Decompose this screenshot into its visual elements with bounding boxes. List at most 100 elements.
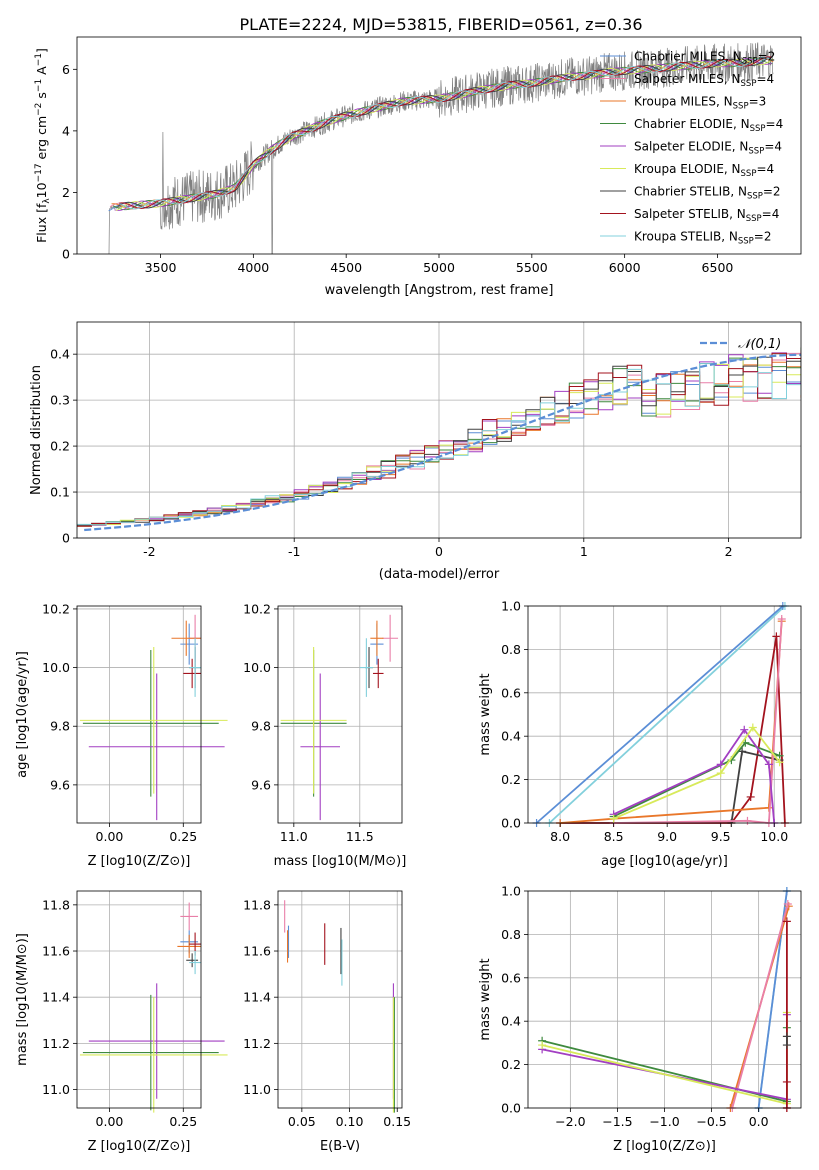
weight-marker bbox=[716, 769, 725, 778]
y-axis-label: mass weight bbox=[478, 958, 493, 1040]
y-tick-label: 2 bbox=[62, 185, 70, 200]
legend-label-count: =4 bbox=[756, 72, 774, 86]
legend-label-count: =4 bbox=[764, 140, 782, 154]
residual-histogram bbox=[77, 356, 801, 526]
x-tick-label: −2.0 bbox=[555, 1114, 585, 1129]
weight-marker bbox=[777, 615, 786, 624]
y-tick-label: 0.8 bbox=[501, 642, 521, 657]
y-axis-label: mass [log10(M/M⊙)] bbox=[15, 933, 30, 1066]
weight-vs-Z-panel: −2.0 −1.5 −1.0 −0.5 0.0 0.0 0.2 0.4 0.6 0.8 1.0 Z [… bbox=[478, 884, 802, 1154]
legend-label-sub: SSP bbox=[747, 192, 763, 202]
y-tick-label: 10.0 bbox=[243, 660, 271, 675]
legend-label: Chabrier STELIB, NSSP=2 bbox=[634, 185, 781, 202]
x-tick-label: 0.00 bbox=[96, 829, 124, 844]
legend-label-sub: SSP bbox=[741, 79, 757, 89]
y-tick-label: 0.4 bbox=[501, 729, 521, 744]
y-tick-label: 0 bbox=[62, 247, 70, 262]
legend-label-name: Chabrier ELODIE, N bbox=[634, 117, 750, 131]
legend-label-sub: SSP bbox=[748, 147, 764, 157]
y-tick-label: 11.2 bbox=[243, 1036, 271, 1051]
x-tick-label: 8.5 bbox=[604, 829, 624, 844]
weight-marker bbox=[740, 725, 749, 734]
x-tick-label: 1 bbox=[580, 544, 588, 559]
residual-histogram bbox=[77, 363, 801, 526]
legend-label: Chabrier MILES, NSSP=2 bbox=[634, 50, 775, 67]
x-axis-label: (data-model)/error bbox=[379, 567, 500, 582]
y-axis-label-sup: −1 bbox=[34, 79, 44, 92]
legend-label-count: =3 bbox=[749, 95, 767, 109]
y-tick-label: 0 bbox=[62, 531, 70, 546]
residual-histogram bbox=[77, 350, 801, 527]
x-tick-label: 4500 bbox=[330, 260, 362, 275]
legend-label: 𝒩(0,1) bbox=[738, 337, 781, 352]
weight-marker bbox=[782, 1032, 791, 1041]
y-tick-label: 11.8 bbox=[243, 897, 271, 912]
x-tick-label: 0.25 bbox=[169, 1114, 197, 1129]
residual-histogram bbox=[77, 347, 801, 526]
y-axis-label: Normed distribution bbox=[29, 365, 44, 495]
x-axis-label: Z [log10(Z/Z⊙)] bbox=[88, 854, 191, 869]
observed-spectrum bbox=[108, 42, 774, 254]
model-spectrum bbox=[120, 56, 774, 210]
weight-marker bbox=[748, 723, 757, 732]
legend-label-sub: SSP bbox=[741, 169, 757, 179]
y-axis-label-sup: −2 bbox=[34, 103, 44, 116]
gridlines bbox=[278, 891, 402, 1108]
y-tick-label: 10.0 bbox=[42, 660, 70, 675]
y-tick-label: 4 bbox=[62, 123, 70, 138]
y-tick-label: 11.2 bbox=[42, 1036, 70, 1051]
legend-label-count: =2 bbox=[758, 50, 776, 64]
weight-marker bbox=[743, 816, 752, 825]
x-axis-label: Z [log10(Z/Z⊙)] bbox=[88, 1139, 191, 1154]
y-axis-label-part: Flux [f bbox=[34, 203, 49, 243]
gridlines bbox=[77, 891, 201, 1108]
legend-label: Salpeter MILES, NSSP=4 bbox=[634, 72, 774, 89]
legend-label-name: Chabrier STELIB, N bbox=[634, 185, 747, 199]
x-tick-label: 9.0 bbox=[657, 829, 677, 844]
gridlines bbox=[77, 322, 801, 539]
y-tick-label: 11.4 bbox=[42, 990, 70, 1005]
residual-histogram bbox=[77, 358, 801, 527]
x-tick-label: -1 bbox=[288, 544, 300, 559]
plot-frame bbox=[277, 890, 403, 1109]
age-vs-mass-panel: 11.0 11.5 9.6 9.8 10.0 10.2 mass [log10(M/M⊙)] bbox=[243, 601, 406, 869]
x-axis-label: mass [log10(M/M⊙)] bbox=[274, 854, 407, 869]
legend-label: Kroupa STELIB, NSSP=2 bbox=[634, 230, 772, 247]
gridlines bbox=[528, 890, 801, 1109]
weight-marker bbox=[782, 917, 791, 926]
x-tick-label: 0.0 bbox=[749, 1114, 769, 1129]
weight-series bbox=[731, 903, 789, 1109]
x-tick-label: −1.0 bbox=[649, 1114, 679, 1129]
legend-label-count: =4 bbox=[756, 162, 774, 176]
weight-marker bbox=[538, 1041, 547, 1050]
residual-histogram bbox=[77, 352, 801, 527]
y-tick-label: 1.0 bbox=[501, 884, 521, 899]
y-tick-label: 0.0 bbox=[501, 1101, 521, 1116]
y-tick-label: 9.6 bbox=[50, 777, 70, 792]
spectrum-panel: 3500 4000 4500 5000 5500 6000 6500 0 2 4 6 waveleng… bbox=[34, 36, 802, 298]
x-tick-label: 3500 bbox=[145, 260, 177, 275]
x-tick-label: 0.15 bbox=[383, 1114, 411, 1129]
x-tick-label: 0.05 bbox=[288, 1114, 316, 1129]
x-axis-label: E(B-V) bbox=[320, 1139, 360, 1154]
x-tick-label: 10.0 bbox=[760, 829, 788, 844]
figure-title: PLATE=2224, MJD=53815, FIBERID=0561, z=0… bbox=[239, 15, 642, 34]
legend-label-count: =2 bbox=[763, 185, 781, 199]
weight-marker bbox=[772, 632, 781, 641]
spectrum-legend: Chabrier MILES, NSSP=2 Salpeter MILES, NS… bbox=[600, 50, 783, 247]
weight-series bbox=[548, 605, 786, 824]
legend-label-name: Kroupa STELIB, N bbox=[634, 230, 738, 244]
legend-label-name: Kroupa MILES, N bbox=[634, 95, 733, 109]
y-tick-label: 0.2 bbox=[501, 772, 521, 787]
y-tick-label: 0.0 bbox=[501, 816, 521, 831]
y-axis-label: Flux [fλ10−17 erg cm−2 s−1 A−1] bbox=[34, 48, 52, 243]
legend-label-count: =4 bbox=[762, 207, 780, 221]
weight-marker bbox=[782, 1041, 791, 1050]
legend-label-sub: SSP bbox=[746, 214, 762, 224]
weight-series bbox=[613, 725, 781, 820]
age-vs-Z-panel: 0.00 0.25 9.6 9.8 10.0 10.2 Z [log10(Z/Z⊙)] age… bbox=[15, 601, 228, 869]
y-tick-label: 1.0 bbox=[501, 599, 521, 614]
legend-label-sub: SSP bbox=[733, 102, 749, 112]
weight-series bbox=[613, 741, 780, 818]
y-tick-label: 0.4 bbox=[501, 1014, 521, 1029]
